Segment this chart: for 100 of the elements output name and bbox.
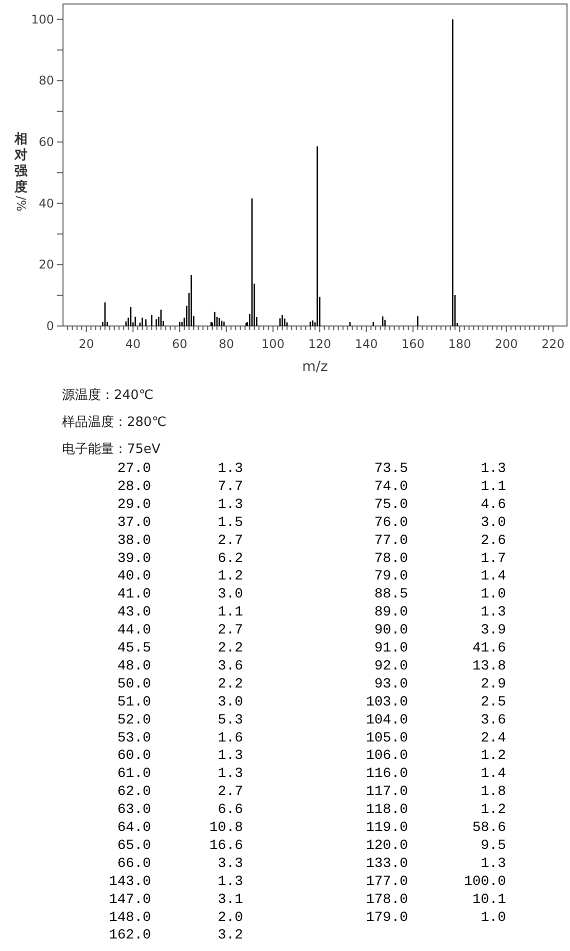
y-label: 相对强度/%: [14, 132, 28, 212]
x-axis-title: m/z: [302, 359, 328, 375]
category-label: 103.0: [366, 694, 408, 710]
category-label: 74.0: [374, 478, 408, 495]
category-label: 45.5: [117, 640, 151, 656]
category-label: 76.0: [374, 514, 408, 531]
category-label: 73.5: [374, 461, 408, 477]
category-label: 29.0: [117, 496, 151, 513]
y-tick-label: 20: [38, 258, 54, 272]
text: 源温度：240℃: [62, 387, 154, 403]
text: 5.3: [218, 712, 243, 728]
category-label: 116.0: [366, 766, 408, 782]
category-label: 39.0: [117, 550, 151, 567]
category-label: 66.0: [117, 856, 151, 872]
category-label: 119.0: [366, 820, 408, 836]
text: 6.6: [218, 802, 243, 818]
text: 3.1: [218, 892, 243, 908]
category-label: 179.0: [366, 910, 408, 926]
text: 1.3: [218, 496, 243, 513]
text: 3.0: [218, 694, 243, 710]
category-label: 147.0: [108, 892, 151, 908]
category-label: 27.0: [117, 461, 151, 477]
y-tick-label: 100: [31, 12, 54, 26]
text: 3.3: [218, 856, 243, 872]
text: 2.7: [218, 784, 243, 800]
category-label: 120.0: [366, 838, 408, 854]
category-label: 65.0: [117, 838, 151, 854]
category-label: 143.0: [108, 874, 151, 890]
category-label: 106.0: [366, 748, 408, 764]
category-label: 91.0: [374, 640, 408, 656]
y-tick-label: 60: [38, 135, 54, 149]
category-label: 93.0: [374, 676, 408, 692]
category-label: 79.0: [374, 568, 408, 585]
x-tick-label: 160: [402, 337, 424, 351]
category-label: 117.0: [366, 784, 408, 800]
text: 10.8: [209, 820, 243, 836]
category-label: 64.0: [117, 820, 151, 836]
text: 1.6: [218, 730, 243, 746]
text: 2.2: [218, 640, 243, 656]
text: 2.0: [218, 910, 243, 926]
text: 2.2: [218, 676, 243, 692]
category-label: 92.0: [374, 658, 408, 674]
category-label: 50.0: [117, 676, 151, 692]
text: 3.6: [480, 712, 506, 728]
text: 1.2: [480, 802, 506, 818]
text: 1.3: [480, 461, 506, 477]
text: 2.7: [218, 622, 243, 639]
text: 100.0: [464, 874, 506, 890]
x-tick-label: 140: [354, 337, 378, 351]
y-tick-label: 40: [38, 196, 54, 210]
text: 2.7: [218, 532, 243, 549]
text: 3.0: [218, 586, 243, 603]
category-label: 90.0: [374, 622, 408, 639]
category-label: 40.0: [117, 568, 151, 585]
text: 16.6: [209, 838, 243, 854]
category-label: 41.0: [117, 586, 151, 603]
x-tick-label: 100: [262, 337, 284, 351]
text: 1.3: [218, 461, 243, 477]
text: 1.2: [480, 748, 506, 764]
text: 2.5: [480, 694, 506, 710]
text: 3.2: [218, 928, 243, 944]
category-label: 44.0: [117, 622, 151, 639]
text: 3.6: [218, 658, 243, 674]
category-label: 60.0: [117, 748, 151, 764]
text: 58.6: [472, 820, 506, 836]
text: 样品温度：280℃: [62, 414, 166, 430]
text: 3.9: [480, 622, 506, 639]
category-label: 78.0: [374, 550, 408, 567]
text: 2.9: [480, 676, 506, 692]
text: 1.8: [480, 784, 506, 800]
category-label: 53.0: [117, 730, 151, 746]
category-label: 38.0: [117, 532, 151, 549]
category-label: 89.0: [374, 604, 408, 621]
x-tick-label: 200: [494, 337, 518, 351]
text: 7.7: [218, 478, 243, 495]
category-label: 37.0: [117, 514, 151, 531]
text: 1.2: [218, 568, 243, 585]
category-label: 51.0: [117, 694, 151, 710]
category-label: 43.0: [117, 604, 151, 621]
text: 9.5: [480, 838, 506, 854]
text: 41.6: [472, 640, 506, 656]
x-tick-label: 40: [125, 337, 141, 351]
category-label: 62.0: [117, 784, 151, 800]
text: 1.3: [218, 874, 243, 890]
category-label: 148.0: [108, 910, 151, 926]
category-label: 105.0: [366, 730, 408, 746]
y-tick-label: 80: [38, 74, 54, 88]
text: 1.0: [480, 910, 506, 926]
text: 电子能量：75eV: [62, 442, 161, 457]
text: 1.3: [218, 766, 243, 782]
x-tick-label: 180: [448, 337, 472, 351]
x-tick-label: 120: [308, 337, 332, 351]
text: 2.6: [480, 532, 506, 549]
text: 4.6: [480, 496, 506, 513]
text: 1.1: [480, 478, 506, 495]
category-label: 77.0: [374, 532, 408, 549]
category-label: 178.0: [366, 892, 408, 908]
category-label: 28.0: [117, 478, 151, 495]
category-label: 104.0: [366, 712, 408, 728]
text: 6.2: [218, 550, 243, 567]
